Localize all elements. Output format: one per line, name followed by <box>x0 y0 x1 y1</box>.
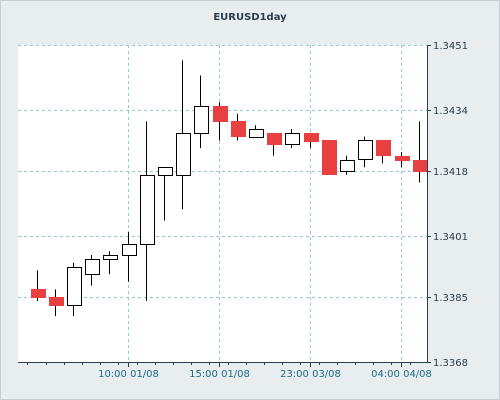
candle <box>194 75 209 149</box>
candle <box>140 121 155 301</box>
candle-body <box>376 140 391 156</box>
candle-body <box>140 175 155 245</box>
x-tick-label: 10:00 01/08 <box>98 369 159 380</box>
candle <box>49 289 64 317</box>
candle-body <box>176 133 191 176</box>
candle <box>322 140 337 175</box>
candle-body <box>322 140 337 175</box>
candle-body <box>31 289 46 298</box>
candle <box>358 136 373 168</box>
candle-body <box>304 133 319 142</box>
y-tick-label: 1.3418 <box>433 167 468 178</box>
x-tick-label: 23:00 03/08 <box>280 369 341 380</box>
x-tick-label: 15:00 01/08 <box>189 369 250 380</box>
y-tick-label: 1.3451 <box>433 41 468 52</box>
candle-body <box>340 160 355 172</box>
candle <box>376 140 391 164</box>
candle <box>31 270 46 301</box>
candle <box>340 155 355 175</box>
candle-body <box>231 121 246 137</box>
candles <box>31 60 428 317</box>
candle-body <box>67 267 82 306</box>
y-tick-label: 1.3385 <box>433 293 468 304</box>
candle-body <box>122 244 137 256</box>
candle-body <box>267 133 282 145</box>
candle <box>122 232 137 282</box>
candle-body <box>358 140 373 160</box>
candle <box>85 255 100 286</box>
candle <box>158 167 173 221</box>
candle-body <box>249 129 264 138</box>
candle <box>267 132 282 156</box>
candle <box>213 102 228 141</box>
y-tick-label: 1.3368 <box>433 358 468 369</box>
axes: 1.3451 1.3434 1.3418 1.3401 1.3385 1.3368 10:0… <box>18 41 468 380</box>
candle <box>176 60 191 210</box>
candle-body <box>158 167 173 176</box>
y-tick-label: 1.3401 <box>433 232 468 243</box>
chart-title: EURUSD1day <box>213 12 287 23</box>
x-tick-label: 04:00 04/08 <box>371 369 432 380</box>
candle-body <box>395 156 410 161</box>
candle <box>285 129 300 149</box>
plot-area <box>18 45 427 362</box>
candle-body <box>213 106 228 122</box>
candle <box>67 262 82 317</box>
candle <box>395 151 410 168</box>
candle-body <box>194 106 209 134</box>
candle-body <box>413 160 428 172</box>
candle <box>231 113 246 141</box>
candle-body <box>49 297 64 306</box>
y-tick-label: 1.3434 <box>433 106 468 117</box>
candle <box>304 132 319 149</box>
candle-body <box>85 259 100 275</box>
grid-lines <box>18 45 427 362</box>
candle <box>249 125 264 138</box>
candle-body <box>103 255 118 260</box>
candle-body <box>285 133 300 145</box>
candle <box>103 251 118 275</box>
